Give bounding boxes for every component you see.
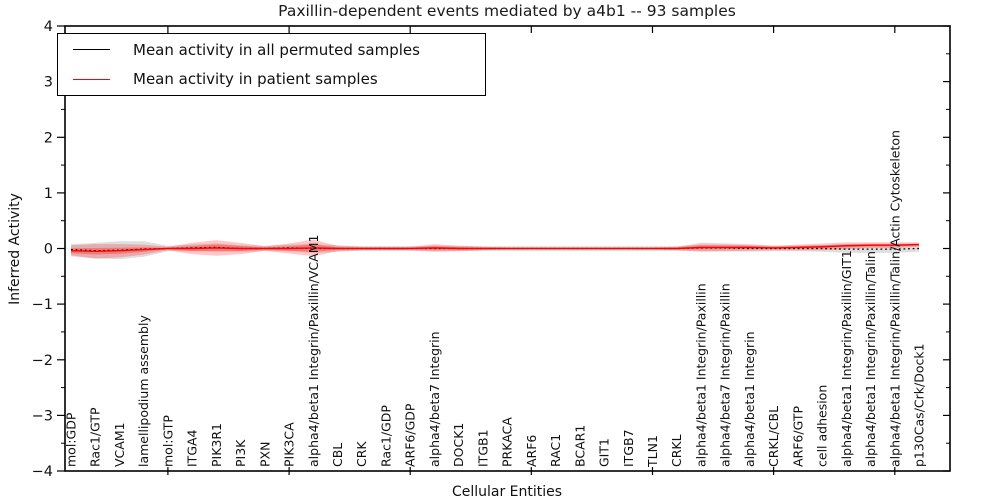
x-tick-label: Rac1/GDP	[379, 405, 394, 467]
x-tick-label: lamellipodium assembly	[136, 315, 151, 467]
x-axis-title: Cellular Entities	[451, 484, 563, 500]
x-tick-label: RAC1	[548, 434, 563, 467]
x-tick-label: mol:GDP	[64, 412, 79, 467]
permuted-band	[71, 241, 919, 260]
patient-line-swatch	[73, 78, 110, 80]
y-tick-label: −1	[32, 297, 53, 313]
x-tick-label: DOCK1	[451, 423, 466, 467]
legend-label: Mean activity in patient samples	[133, 70, 378, 89]
x-tick-label: mol:GTP	[160, 415, 175, 467]
x-tick-label: Rac1/GTP	[88, 407, 103, 467]
x-tick-label: alpha4/beta7 Integrin/Paxillin	[718, 283, 733, 467]
y-axis-title: Inferred Activity	[7, 193, 23, 305]
x-tick-label: PIK3R1	[209, 423, 224, 467]
x-tick-label: ARF6/GTP	[790, 406, 805, 467]
x-tick-label: ITGA4	[185, 429, 200, 467]
x-tick-label: alpha4/beta1 Integrin/Paxillin	[693, 283, 708, 467]
y-tick-label: −4	[32, 464, 53, 480]
x-tick-label: TLN1	[645, 435, 660, 468]
x-tick-label: alpha4/beta1 Integrin/Paxillin/Talin/Act…	[887, 130, 902, 467]
x-tick-label: ARF6	[524, 435, 539, 467]
legend-label: Mean activity in all permuted samples	[133, 40, 420, 59]
x-tick-label: PRKACA	[500, 417, 515, 467]
x-tick-label: alpha4/beta1 Integrin/Paxillin/Talin	[863, 251, 878, 467]
y-tick-label: 3	[44, 75, 53, 91]
y-tick-label: 1	[44, 186, 53, 202]
chart-title: Paxillin-dependent events mediated by a4…	[278, 2, 736, 20]
x-tick-label: PXN	[257, 442, 272, 467]
y-tick-label: 4	[44, 19, 53, 35]
x-tick-label: BCAR1	[572, 425, 587, 467]
x-tick-label: PIK3CA	[282, 422, 297, 467]
y-tick-label: −3	[32, 408, 53, 424]
x-tick-label: CRKL/CBL	[766, 406, 781, 467]
x-tick-label: CRK	[354, 441, 369, 467]
x-tick-label: PI3K	[233, 439, 248, 467]
x-tick-label: VCAM1	[112, 422, 127, 467]
x-tick-label: ARF6/GDP	[403, 403, 418, 467]
x-tick-label: CRKL	[669, 434, 684, 467]
x-tick-label: alpha4/beta7 Integrin	[427, 331, 442, 467]
x-tick-label: alpha4/beta1 Integrin/Paxillin/VCAM1	[306, 235, 321, 467]
x-tick-label: alpha4/beta1 Integrin	[742, 331, 757, 467]
y-tick-label: 0	[44, 242, 53, 258]
legend: Mean activity in all permuted samples Me…	[57, 33, 486, 96]
patient-mean-line	[70, 243, 920, 253]
y-tick-label: −2	[32, 353, 53, 369]
x-tick-label: alpha4/beta1 Integrin/Paxillin/GIT1	[839, 250, 854, 467]
x-tick-label: cell adhesion	[815, 385, 830, 467]
x-tick-label: GIT1	[597, 438, 612, 467]
legend-entry-patient: Mean activity in patient samples	[58, 65, 485, 93]
x-tick-label: ITGB1	[475, 429, 490, 467]
y-tick-label: 2	[44, 130, 53, 146]
x-tick-label: p130Cas/Crk/Dock1	[912, 343, 927, 467]
legend-entry-permuted: Mean activity in all permuted samples	[58, 36, 485, 64]
x-tick-label: ITGB7	[621, 429, 636, 467]
permuted-line-swatch	[73, 49, 110, 51]
x-tick-label: CBL	[330, 443, 345, 467]
